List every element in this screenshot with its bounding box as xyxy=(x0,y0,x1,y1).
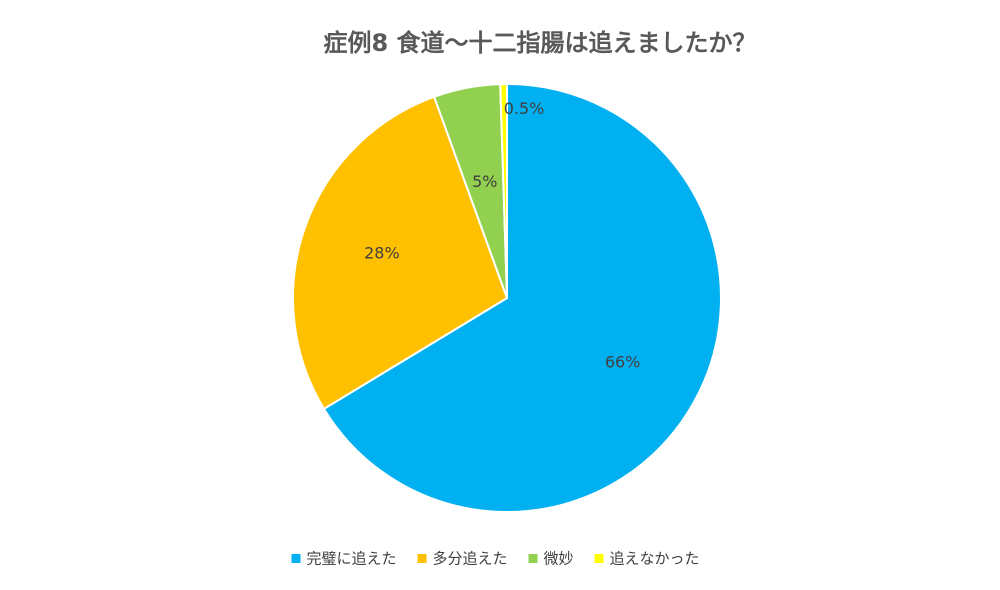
data-label: 28% xyxy=(364,243,400,262)
legend-label: 多分追えた xyxy=(433,550,508,568)
legend-swatch xyxy=(594,554,604,563)
legend-label: 微妙 xyxy=(544,550,574,568)
data-label: 5% xyxy=(472,172,497,191)
chart-title: 症例8 食道〜十二指腸は追えましたか？ xyxy=(323,29,756,57)
pie-slice xyxy=(322,82,722,513)
legend-label: 追えなかった xyxy=(610,550,700,568)
pie-slice xyxy=(499,82,508,299)
data-label: 66% xyxy=(605,353,641,372)
legend-label: 完璧に追えた xyxy=(307,550,397,568)
legend-swatch xyxy=(417,554,427,563)
pie-slice xyxy=(292,95,509,411)
data-label: 0.5% xyxy=(504,99,545,118)
legend-swatch xyxy=(291,554,301,563)
legend-swatch xyxy=(528,554,538,563)
